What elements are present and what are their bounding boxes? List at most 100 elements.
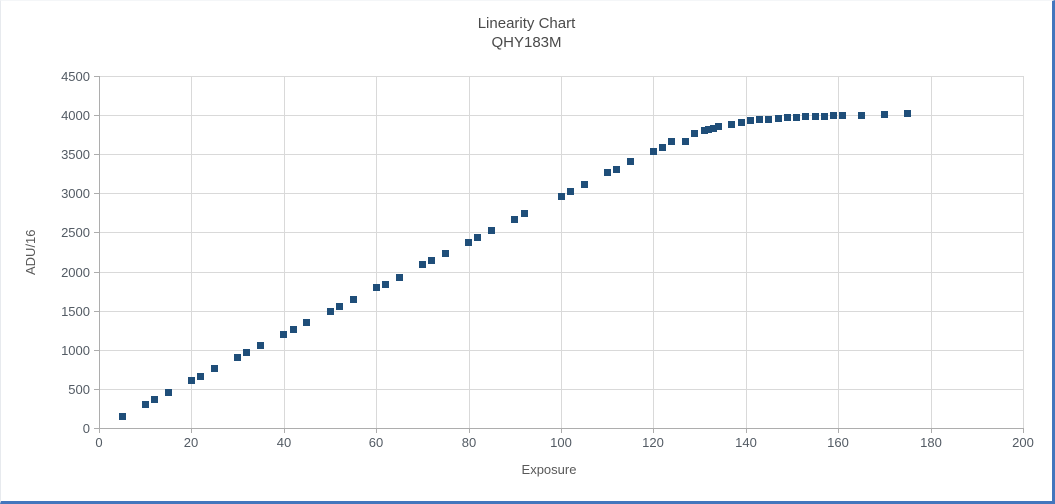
data-point-marker [488, 227, 495, 234]
data-point-marker [604, 169, 611, 176]
data-point-marker [701, 127, 708, 134]
data-point-marker [904, 110, 911, 117]
x-tick-label: 140 [735, 435, 757, 450]
x-gridline [191, 76, 192, 428]
data-point-marker [558, 193, 565, 200]
data-point-marker [234, 354, 241, 361]
x-gridline [653, 76, 654, 428]
data-point-marker [419, 261, 426, 268]
x-tick-mark [99, 428, 100, 433]
data-point-marker [119, 413, 126, 420]
data-point-marker [881, 111, 888, 118]
y-tick-label: 500 [68, 382, 90, 397]
x-gridline [561, 76, 562, 428]
data-point-marker [668, 138, 675, 145]
data-point-marker [327, 308, 334, 315]
data-point-marker [710, 125, 717, 132]
x-tick-mark [1023, 428, 1024, 433]
y-gridline [99, 272, 1023, 273]
x-tick-mark [653, 428, 654, 433]
data-point-marker [830, 112, 837, 119]
data-point-marker [738, 119, 745, 126]
data-point-marker [336, 303, 343, 310]
data-point-marker [442, 250, 449, 257]
y-gridline [99, 76, 1023, 77]
data-point-marker [197, 373, 204, 380]
x-axis-title: Exposure [521, 462, 577, 477]
data-point-marker [691, 130, 698, 137]
data-point-marker [802, 113, 809, 120]
data-point-marker [613, 166, 620, 173]
data-point-marker [812, 113, 819, 120]
data-point-marker [775, 115, 782, 122]
data-point-marker [839, 112, 846, 119]
x-gridline [1023, 76, 1024, 428]
data-point-marker [747, 117, 754, 124]
x-tick-mark [746, 428, 747, 433]
y-tick-label: 3500 [61, 147, 90, 162]
x-tick-label: 0 [95, 435, 103, 450]
x-tick-mark [191, 428, 192, 433]
data-point-marker [793, 114, 800, 121]
data-point-marker [474, 234, 481, 241]
data-point-marker [373, 284, 380, 291]
data-point-marker [650, 148, 657, 155]
y-tick-mark [94, 154, 99, 155]
x-tick-mark [931, 428, 932, 433]
y-tick-label: 2500 [61, 225, 90, 240]
data-point-marker [659, 144, 666, 151]
plot-area [99, 76, 1024, 429]
y-gridline [99, 115, 1023, 116]
y-tick-mark [94, 193, 99, 194]
x-tick-label: 180 [920, 435, 942, 450]
x-tick-label: 80 [461, 435, 477, 450]
chart-title: Linearity Chart QHY183M [1, 14, 1052, 52]
y-tick-mark [94, 389, 99, 390]
y-tick-label: 0 [82, 421, 90, 436]
y-gridline [99, 154, 1023, 155]
data-point-marker [858, 112, 865, 119]
data-point-marker [290, 326, 297, 333]
chart-title-line-1: Linearity Chart [477, 15, 576, 32]
y-gridline [99, 232, 1023, 233]
y-tick-label: 4500 [61, 69, 90, 84]
data-point-marker [382, 281, 389, 288]
y-axis-line [99, 76, 100, 429]
x-tick-mark [284, 428, 285, 433]
data-point-marker [188, 377, 195, 384]
x-tick-label: 20 [183, 435, 199, 450]
data-point-marker [756, 116, 763, 123]
y-tick-mark [94, 115, 99, 116]
y-tick-mark [94, 272, 99, 273]
y-tick-label: 4000 [61, 108, 90, 123]
data-point-marker [682, 138, 689, 145]
y-tick-label: 1500 [61, 304, 90, 319]
y-tick-mark [94, 350, 99, 351]
y-axis-title: ADU/16 [23, 229, 38, 275]
x-tick-label: 160 [827, 435, 849, 450]
x-tick-label: 40 [276, 435, 292, 450]
y-tick-mark [94, 232, 99, 233]
data-point-marker [765, 116, 772, 123]
x-tick-label: 120 [642, 435, 664, 450]
x-gridline [284, 76, 285, 428]
data-point-marker [165, 389, 172, 396]
x-tick-label: 200 [1012, 435, 1034, 450]
y-tick-mark [94, 428, 99, 429]
x-tick-label: 60 [368, 435, 384, 450]
x-gridline [931, 76, 932, 428]
data-point-marker [821, 113, 828, 120]
data-point-marker [567, 188, 574, 195]
data-point-marker [350, 296, 357, 303]
data-point-marker [521, 210, 528, 217]
data-point-marker [243, 349, 250, 356]
data-point-marker [428, 257, 435, 264]
y-gridline [99, 389, 1023, 390]
data-point-marker [715, 123, 722, 130]
x-tick-mark [561, 428, 562, 433]
x-tick-mark [469, 428, 470, 433]
data-point-marker [465, 239, 472, 246]
x-tick-label: 100 [550, 435, 572, 450]
y-gridline [99, 350, 1023, 351]
